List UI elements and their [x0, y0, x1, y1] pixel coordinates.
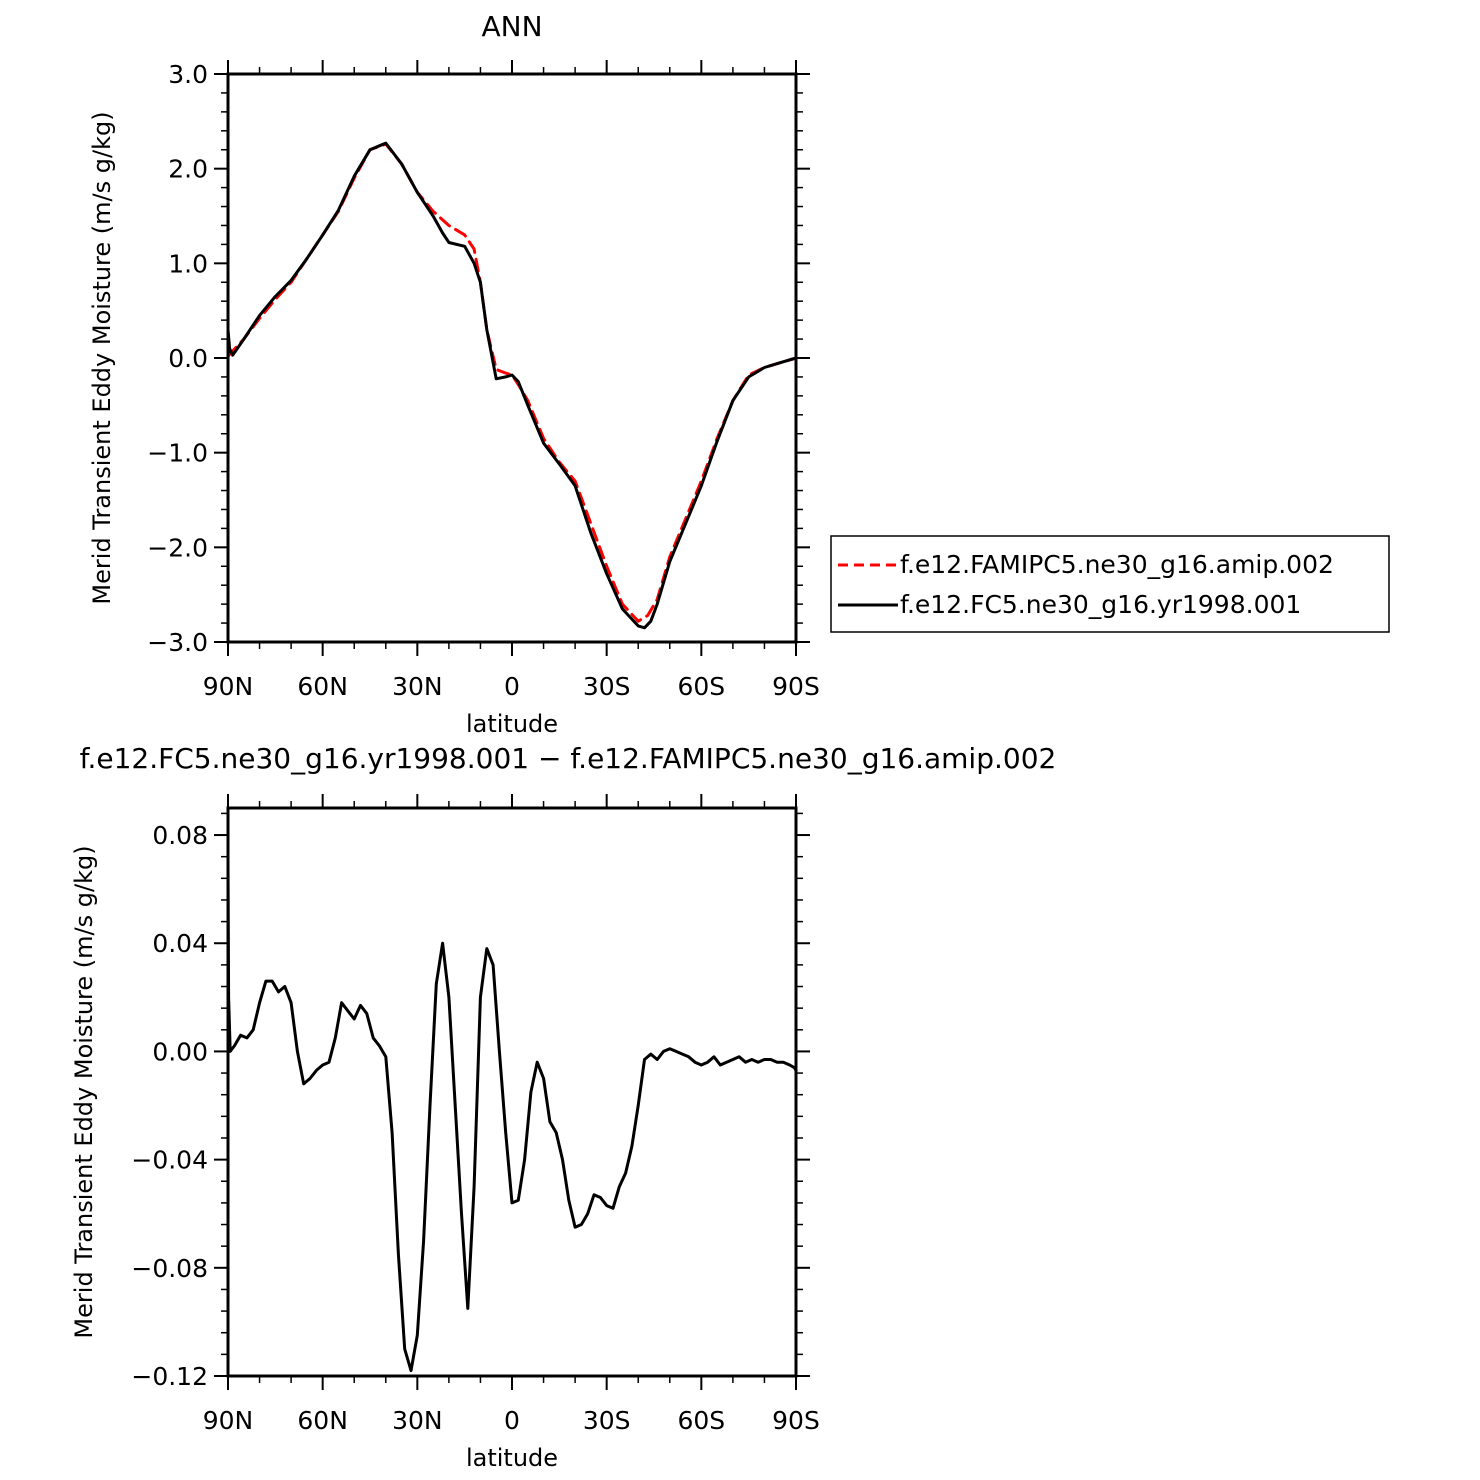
- top-series-line-1: [226, 141, 798, 630]
- bottom-x-tick-label: 90S: [772, 1406, 820, 1435]
- legend-label-amip: f.e12.FAMIPC5.ne30_g16.amip.002: [900, 550, 1334, 579]
- bottom-panel: f.e12.FC5.ne30_g16.yr1998.001 − f.e12.FA…: [70, 742, 1056, 1472]
- bottom-x-ticks: 90N 60N 30N 0 30S 60S 90S: [203, 794, 820, 1435]
- bottom-x-tick-label: 90N: [203, 1406, 254, 1435]
- top-y-tick-label: −2.0: [147, 533, 208, 562]
- bottom-y-tick-label: −0.04: [131, 1146, 208, 1175]
- top-series-group: [226, 141, 798, 630]
- top-x-axis-label: latitude: [466, 710, 558, 738]
- bottom-y-tick-label: −0.12: [131, 1362, 208, 1391]
- top-x-tick-label: 30S: [583, 672, 631, 701]
- bottom-series-line-0: [226, 860, 798, 1373]
- top-x-tick-label: 90S: [772, 672, 820, 701]
- bottom-y-ticks: 0.08 0.04 0.00 −0.04 −0.08 −0.12: [131, 812, 810, 1391]
- legend-label-yr1998: f.e12.FC5.ne30_g16.yr1998.001: [900, 590, 1301, 619]
- bottom-x-tick-label: 60S: [677, 1406, 725, 1435]
- bottom-y-axis-label: Merid Transient Eddy Moisture (m/s g/kg): [70, 845, 98, 1338]
- top-y-tick-label: −3.0: [147, 628, 208, 657]
- top-x-tick-label: 30N: [392, 672, 443, 701]
- bottom-series-group: [226, 860, 798, 1373]
- bottom-y-tick-label: −0.08: [131, 1254, 208, 1283]
- bottom-plot-frame: [226, 806, 798, 1378]
- bottom-x-tick-label: 60N: [297, 1406, 348, 1435]
- top-x-tick-label: 60S: [677, 672, 725, 701]
- top-x-ticks: 90N 60N 30N 0 30S 60S 90S: [203, 60, 820, 701]
- bottom-y-tick-label: 0.04: [152, 929, 208, 958]
- top-y-axis-label: Merid Transient Eddy Moisture (m/s g/kg): [88, 111, 116, 604]
- bottom-x-tick-label: 0: [504, 1406, 520, 1435]
- top-plot-frame: [226, 72, 798, 644]
- bottom-panel-title: f.e12.FC5.ne30_g16.yr1998.001 − f.e12.FA…: [80, 742, 1057, 775]
- bottom-y-tick-label: 0.08: [152, 821, 208, 850]
- bottom-x-tick-label: 30N: [392, 1406, 443, 1435]
- top-y-tick-label: 0.0: [168, 344, 208, 373]
- bottom-x-axis-label: latitude: [466, 1444, 558, 1472]
- top-panel-title: ANN: [481, 10, 542, 43]
- top-x-tick-label: 0: [504, 672, 520, 701]
- top-y-tick-label: −1.0: [147, 439, 208, 468]
- legend: f.e12.FAMIPC5.ne30_g16.amip.002 f.e12.FC…: [830, 535, 1390, 633]
- top-x-tick-label: 60N: [297, 672, 348, 701]
- bottom-y-tick-label: 0.00: [152, 1037, 208, 1066]
- top-y-tick-label: 1.0: [168, 249, 208, 278]
- top-y-ticks: 3.0 2.0 1.0 0.0 −1.0 −2.0 −3.0: [147, 60, 810, 657]
- top-x-tick-label: 90N: [203, 672, 254, 701]
- top-y-tick-label: 3.0: [168, 60, 208, 89]
- top-y-tick-label: 2.0: [168, 155, 208, 184]
- bottom-x-tick-label: 30S: [583, 1406, 631, 1435]
- legend-box: [830, 535, 1390, 633]
- top-series-line-0: [226, 142, 798, 623]
- top-panel: ANN 3.0 2.0 1.0 0.0 −1.0 −2.0 −3.0 90N 60N 30N 0 3…: [88, 10, 820, 738]
